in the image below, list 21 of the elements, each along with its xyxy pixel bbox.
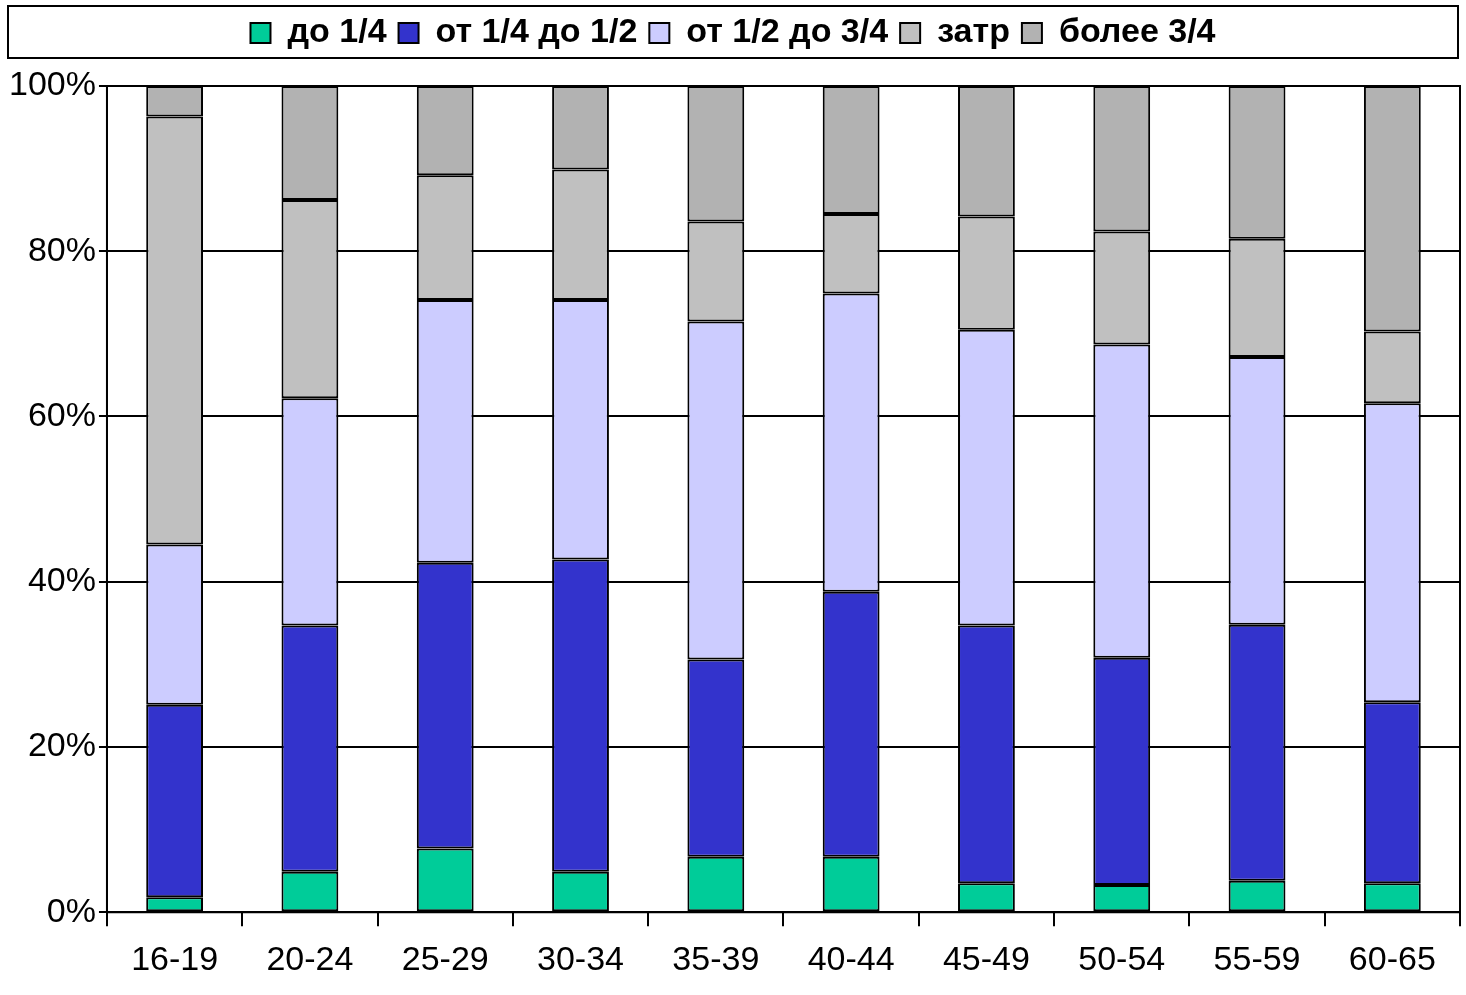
- x-tick-label: 45-49: [942, 938, 1030, 977]
- legend-label: затр: [937, 11, 1010, 50]
- x-tick-label: 40-44: [807, 938, 895, 977]
- x-tick-label: 16-19: [131, 938, 219, 977]
- x-tick-label: 60-65: [1348, 938, 1436, 977]
- y-tick-label: 0%: [46, 890, 96, 929]
- y-tick-label: 80%: [27, 229, 96, 268]
- x-tick-label: 50-54: [1078, 938, 1166, 977]
- legend-label: от 1/4 до 1/2: [435, 11, 638, 50]
- x-tick-label: 35-39: [672, 938, 760, 977]
- y-tick-label: 100%: [8, 64, 96, 103]
- x-tick-label: 20-24: [266, 938, 354, 977]
- legend-label: от 1/2 до 3/4: [686, 11, 889, 50]
- x-tick-label: 55-59: [1213, 938, 1301, 977]
- y-tick-label: 20%: [27, 725, 96, 764]
- legend-label: до 1/4: [287, 11, 387, 50]
- x-tick-label: 25-29: [401, 938, 489, 977]
- x-tick-label: 30-34: [537, 938, 625, 977]
- y-tick-label: 40%: [27, 560, 96, 599]
- y-tick-label: 60%: [27, 394, 96, 433]
- legend-label: более 3/4: [1058, 11, 1216, 50]
